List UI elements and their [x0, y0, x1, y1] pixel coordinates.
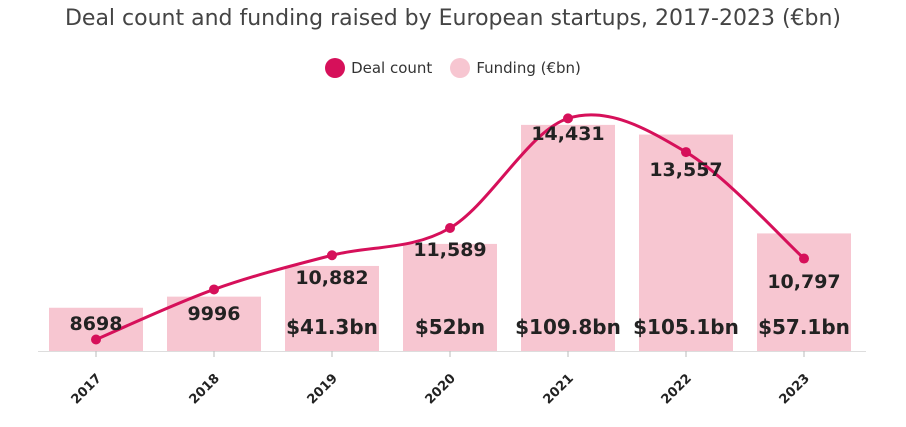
- legend-label-deal-count: Deal count: [351, 59, 433, 77]
- x-tick-label-2020: 2020: [423, 371, 459, 407]
- legend-swatch-deal-count: [325, 58, 346, 78]
- deal-count-point-2019: [327, 250, 337, 261]
- deal-count-label-2018: 9996: [188, 303, 241, 325]
- funding-bar-2021: [521, 124, 615, 351]
- funding-label-2022: $105.1bn: [633, 315, 739, 339]
- legend-item-deal-count[interactable]: Deal count: [325, 58, 432, 78]
- deal-count-label-2020: 11,589: [413, 239, 486, 261]
- funding-bar-2018: [167, 296, 261, 351]
- deal-count-point-2022: [681, 147, 691, 158]
- deal-count-label-2021: 14,431: [531, 123, 604, 145]
- funding-label-2023: $57.1bn: [758, 315, 850, 339]
- legend-swatch-funding: [450, 58, 471, 78]
- deal-count-label-2019: 10,882: [295, 267, 368, 289]
- x-tick-label-2021: 2021: [541, 371, 577, 407]
- legend: Deal count Funding (€bn): [0, 58, 906, 78]
- deal-count-label-2022: 13,557: [649, 159, 722, 181]
- funding-label-2021: $109.8bn: [515, 315, 621, 339]
- funding-label-2020: $52bn: [415, 315, 485, 339]
- legend-label-funding: Funding (€bn): [476, 59, 581, 77]
- chart-title: Deal count and funding raised by Europea…: [64, 6, 842, 31]
- deal-count-point-2021: [563, 113, 573, 124]
- deal-count-point-2018: [209, 284, 219, 295]
- deal-count-point-2023: [799, 253, 809, 264]
- funding-label-2019: $41.3bn: [286, 315, 378, 339]
- funding-bar-2019: [285, 265, 379, 351]
- x-tick-label-2018: 2018: [187, 371, 223, 407]
- deal-count-point-2020: [445, 222, 455, 233]
- x-tick-label-2017: 2017: [69, 371, 105, 407]
- funding-bar-2020: [403, 243, 497, 351]
- funding-bar-2023: [757, 233, 851, 351]
- x-tick-label-2022: 2022: [659, 371, 695, 407]
- x-tick-label-2023: 2023: [777, 371, 813, 407]
- x-tick-label-2019: 2019: [305, 371, 341, 407]
- deal-count-point-2017: [91, 334, 101, 345]
- funding-bar-2022: [639, 134, 733, 351]
- deal-count-label-2017: 8698: [70, 313, 123, 335]
- legend-item-funding[interactable]: Funding (€bn): [450, 58, 581, 78]
- deal-count-label-2023: 10,797: [767, 271, 840, 293]
